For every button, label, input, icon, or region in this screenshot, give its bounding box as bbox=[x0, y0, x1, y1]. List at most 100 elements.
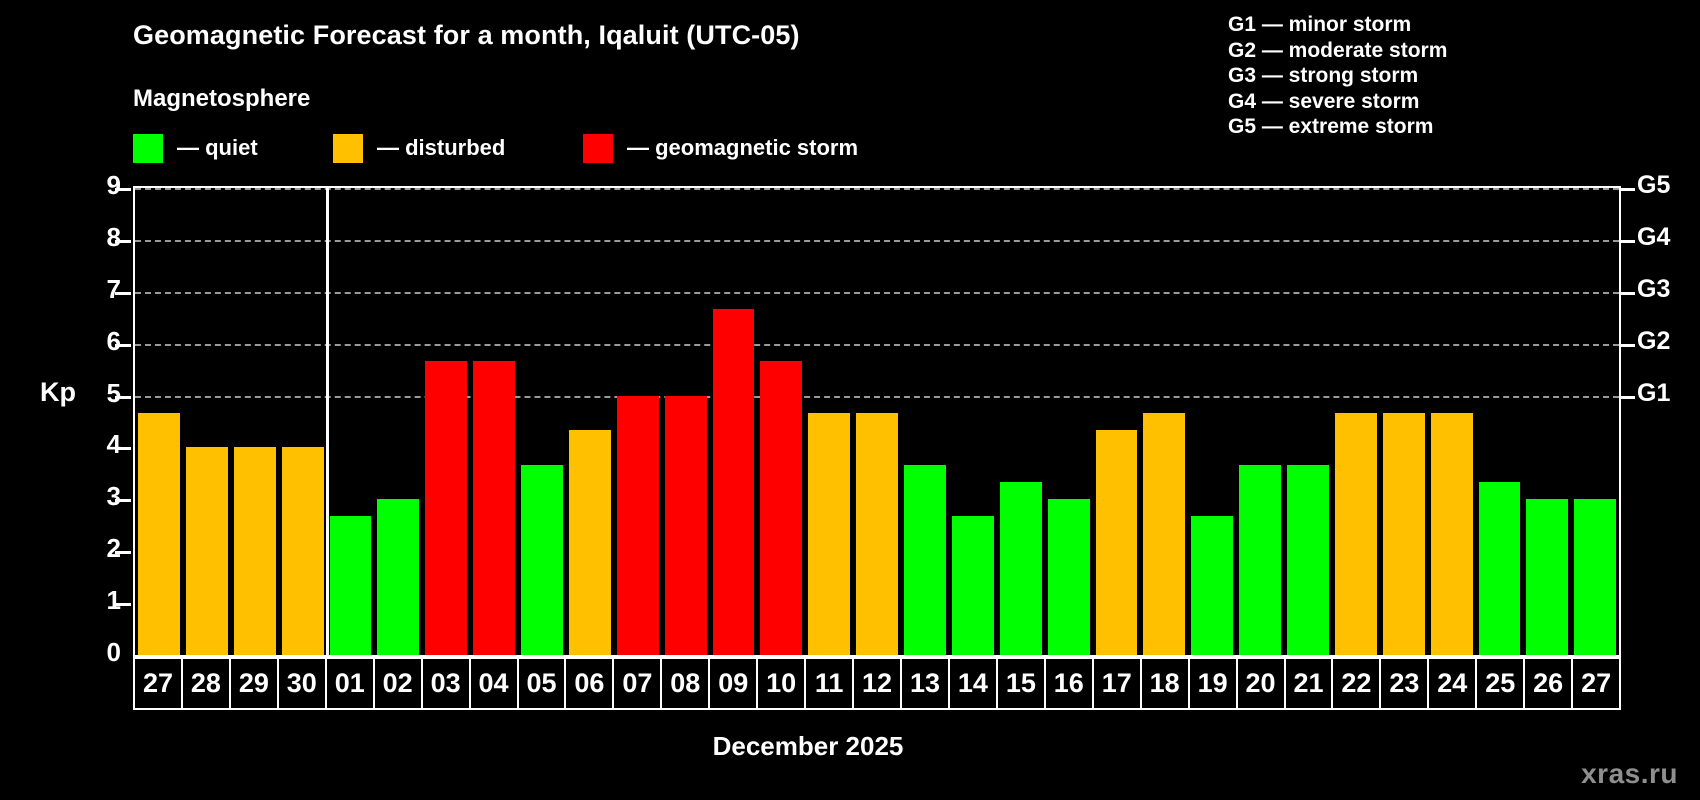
bar-cell-11[interactable] bbox=[805, 188, 853, 655]
bar-cell-13[interactable] bbox=[901, 188, 949, 655]
date-label-18[interactable]: 15 bbox=[998, 659, 1046, 708]
bar-02-quiet[interactable] bbox=[377, 499, 420, 655]
bar-cell-24[interactable] bbox=[1428, 188, 1476, 655]
bar-09-geomagnetic-storm[interactable] bbox=[712, 308, 755, 655]
bar-cell-10[interactable] bbox=[757, 188, 805, 655]
date-label-8[interactable]: 05 bbox=[519, 659, 567, 708]
bar-11-disturbed[interactable] bbox=[808, 412, 851, 655]
date-label-25[interactable]: 22 bbox=[1333, 659, 1382, 708]
bar-07-geomagnetic-storm[interactable] bbox=[616, 395, 659, 655]
bar-26-quiet[interactable] bbox=[1526, 499, 1569, 655]
bar-30-disturbed[interactable] bbox=[281, 447, 324, 655]
date-label-15[interactable]: 12 bbox=[854, 659, 902, 708]
date-label-19[interactable]: 16 bbox=[1046, 659, 1094, 708]
bar-12-disturbed[interactable] bbox=[856, 412, 898, 655]
date-label-5[interactable]: 02 bbox=[375, 659, 423, 708]
bar-05-quiet[interactable] bbox=[521, 464, 563, 655]
bar-cell-09[interactable] bbox=[710, 188, 758, 655]
date-label-21[interactable]: 18 bbox=[1142, 659, 1190, 708]
y-tick-mark-5 bbox=[115, 395, 131, 399]
bar-16-quiet[interactable] bbox=[1047, 499, 1090, 655]
date-label-6[interactable]: 03 bbox=[423, 659, 471, 708]
date-label-9[interactable]: 06 bbox=[566, 659, 615, 708]
bar-cell-17[interactable] bbox=[1093, 188, 1141, 655]
bar-cell-26[interactable] bbox=[1523, 188, 1571, 655]
bar-cell-18[interactable] bbox=[1140, 188, 1188, 655]
date-label-2[interactable]: 29 bbox=[231, 659, 279, 708]
bar-cell-07[interactable] bbox=[614, 188, 662, 655]
bar-22-disturbed[interactable] bbox=[1334, 412, 1377, 655]
bar-cell-21[interactable] bbox=[1284, 188, 1332, 655]
date-label-22[interactable]: 19 bbox=[1190, 659, 1238, 708]
bar-cell-04[interactable] bbox=[470, 188, 518, 655]
bar-28-disturbed[interactable] bbox=[185, 447, 228, 655]
date-label-7[interactable]: 04 bbox=[471, 659, 519, 708]
bar-cell-25[interactable] bbox=[1476, 188, 1524, 655]
bar-cell-05[interactable] bbox=[518, 188, 566, 655]
bar-01-quiet[interactable] bbox=[329, 516, 372, 655]
date-label-29[interactable]: 26 bbox=[1525, 659, 1574, 708]
date-label-14[interactable]: 11 bbox=[806, 659, 855, 708]
bar-25-quiet[interactable] bbox=[1478, 482, 1521, 655]
bar-cell-29[interactable] bbox=[231, 188, 279, 655]
bar-03-geomagnetic-storm[interactable] bbox=[425, 360, 468, 655]
bar-cell-02[interactable] bbox=[374, 188, 422, 655]
bar-cell-08[interactable] bbox=[662, 188, 710, 655]
date-label-27[interactable]: 24 bbox=[1429, 659, 1478, 708]
bar-cell-22[interactable] bbox=[1332, 188, 1380, 655]
bar-cell-03[interactable] bbox=[422, 188, 470, 655]
bar-17-disturbed[interactable] bbox=[1095, 430, 1138, 655]
date-label-13[interactable]: 10 bbox=[758, 659, 807, 708]
date-label-23[interactable]: 20 bbox=[1238, 659, 1286, 708]
date-label-16[interactable]: 13 bbox=[902, 659, 950, 708]
bar-cell-15[interactable] bbox=[997, 188, 1045, 655]
bar-18-disturbed[interactable] bbox=[1143, 412, 1186, 655]
bar-20-quiet[interactable] bbox=[1239, 464, 1281, 655]
bar-04-geomagnetic-storm[interactable] bbox=[473, 360, 515, 655]
bar-21-quiet[interactable] bbox=[1287, 464, 1329, 655]
bar-14-quiet[interactable] bbox=[951, 516, 994, 655]
date-label-4[interactable]: 01 bbox=[327, 659, 375, 708]
bar-27-quiet[interactable] bbox=[1574, 499, 1617, 655]
date-label-12[interactable]: 09 bbox=[710, 659, 759, 708]
bar-cell-01[interactable] bbox=[327, 188, 375, 655]
date-label-17[interactable]: 14 bbox=[950, 659, 998, 708]
date-label-11[interactable]: 08 bbox=[662, 659, 711, 708]
bar-13-quiet[interactable] bbox=[904, 464, 946, 655]
bar-08-geomagnetic-storm[interactable] bbox=[664, 395, 707, 655]
bar-24-disturbed[interactable] bbox=[1430, 412, 1473, 655]
bar-29-disturbed[interactable] bbox=[233, 447, 276, 655]
date-label-28[interactable]: 25 bbox=[1477, 659, 1526, 708]
bar-cell-30[interactable] bbox=[279, 188, 327, 655]
date-label-0[interactable]: 27 bbox=[135, 659, 183, 708]
bar-cell-06[interactable] bbox=[566, 188, 614, 655]
bar-cell-27[interactable] bbox=[1571, 188, 1619, 655]
bar-cell-20[interactable] bbox=[1236, 188, 1284, 655]
date-label-30[interactable]: 27 bbox=[1573, 659, 1622, 708]
date-label-10[interactable]: 07 bbox=[614, 659, 663, 708]
bar-10-geomagnetic-storm[interactable] bbox=[760, 360, 803, 655]
bar-cell-27[interactable] bbox=[135, 188, 183, 655]
bar-27-disturbed[interactable] bbox=[138, 412, 180, 655]
bar-cell-16[interactable] bbox=[1045, 188, 1093, 655]
bar-cell-28[interactable] bbox=[183, 188, 231, 655]
date-label-3[interactable]: 30 bbox=[279, 659, 327, 708]
g-tick-mark-G2 bbox=[1621, 343, 1635, 347]
bar-15-quiet[interactable] bbox=[999, 482, 1042, 655]
gridline-kp-9 bbox=[135, 188, 1619, 190]
g-tick-mark-G4 bbox=[1621, 239, 1635, 243]
bar-cell-19[interactable] bbox=[1188, 188, 1236, 655]
date-label-24[interactable]: 21 bbox=[1286, 659, 1334, 708]
bar-cell-12[interactable] bbox=[853, 188, 901, 655]
g-tick-label-G2: G2 bbox=[1637, 326, 1671, 355]
date-label-1[interactable]: 28 bbox=[183, 659, 231, 708]
date-label-26[interactable]: 23 bbox=[1381, 659, 1430, 708]
bar-19-quiet[interactable] bbox=[1191, 516, 1234, 655]
bar-06-disturbed[interactable] bbox=[568, 430, 611, 655]
bar-cell-23[interactable] bbox=[1380, 188, 1428, 655]
date-label-20[interactable]: 17 bbox=[1094, 659, 1142, 708]
bar-cell-14[interactable] bbox=[949, 188, 997, 655]
bar-23-disturbed[interactable] bbox=[1382, 412, 1425, 655]
gridline-kp-8 bbox=[135, 239, 1619, 242]
